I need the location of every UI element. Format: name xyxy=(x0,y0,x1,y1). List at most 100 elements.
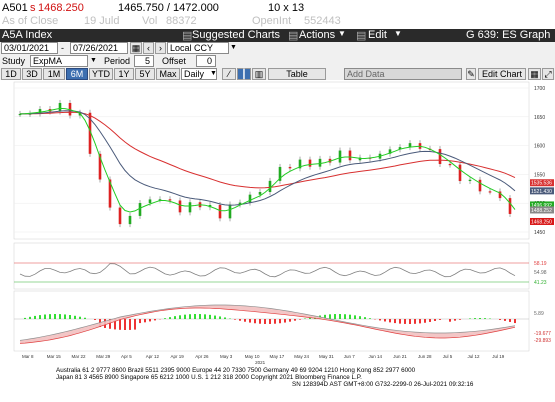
footer-line-2: Japan 81 3 4565 8900 Singapore 65 6212 1… xyxy=(56,374,362,381)
macd-bar xyxy=(174,316,176,319)
candle xyxy=(139,203,142,216)
period-input[interactable]: 5 xyxy=(134,55,154,67)
period-label: Period xyxy=(104,55,130,67)
price-pane xyxy=(14,82,529,239)
study-select[interactable]: ExpMA xyxy=(30,55,88,67)
candle xyxy=(439,149,442,164)
line-chart-icon[interactable]: ⁄ xyxy=(222,68,236,80)
x-year-label: 2021 xyxy=(255,360,266,365)
macd-tick-label: -29.893 xyxy=(534,338,551,344)
range-1m-button[interactable]: 1M xyxy=(43,68,65,80)
last-price: 1468.250 xyxy=(38,2,84,14)
open-interest-label: OpenInt xyxy=(252,15,291,27)
candle xyxy=(229,204,232,218)
macd-bar xyxy=(389,319,391,322)
macd-bar xyxy=(179,315,181,319)
actions-menu[interactable]: Actions xyxy=(299,29,335,41)
macd-bar xyxy=(94,319,96,320)
macd-bar xyxy=(254,319,256,323)
x-tick-label: Jun 28 xyxy=(418,354,432,359)
edit-chart-button[interactable]: Edit Chart xyxy=(478,68,526,80)
bid-ask-range: 1465.750 / 1472.000 xyxy=(118,2,219,14)
end-date-input[interactable]: 07/26/2021 xyxy=(70,42,128,54)
candle xyxy=(249,195,252,203)
macd-bar xyxy=(439,319,441,320)
candle xyxy=(349,151,352,161)
macd-bar xyxy=(434,319,436,321)
macd-bar xyxy=(119,319,121,330)
range-3d-button[interactable]: 3D xyxy=(22,68,42,80)
range-1d-button[interactable]: 1D xyxy=(1,68,21,80)
suggested-charts-button[interactable]: Suggested Charts xyxy=(192,29,280,41)
quote-header: A501 s 1468.250 1465.750 / 1472.000 10 x… xyxy=(0,0,555,30)
macd-bar xyxy=(334,314,336,319)
x-tick-label: Jun 7 xyxy=(344,354,356,359)
edit-menu[interactable]: Edit xyxy=(368,29,387,41)
macd-bar xyxy=(129,319,131,330)
offset-label: Offset xyxy=(162,55,186,67)
range-5y-button[interactable]: 5Y xyxy=(135,68,155,80)
macd-bar xyxy=(139,319,141,323)
y-tick-label: 1600 xyxy=(534,144,545,150)
macd-bar xyxy=(349,315,351,319)
currency-select[interactable]: Local CCY xyxy=(167,42,229,54)
macd-bar xyxy=(169,317,171,319)
candle xyxy=(119,208,122,225)
security-name[interactable]: A5A Index xyxy=(2,29,52,41)
macd-bar xyxy=(294,319,296,321)
scroll-left-icon[interactable]: ‹ xyxy=(143,42,154,54)
x-tick-label: Mar 15 xyxy=(47,354,62,359)
macd-bar xyxy=(54,314,56,319)
macd-bar xyxy=(484,318,486,319)
date-row: 03/01/2021 - 07/26/2021 ▦ ‹ › Local CCY … xyxy=(0,42,555,55)
osc-tick-label: 58.19 xyxy=(534,261,547,267)
range-ytd-button[interactable]: YTD xyxy=(89,68,113,80)
macd-bar xyxy=(394,319,396,323)
chart-panel: 170016501600155015001450 1535.5361521.43… xyxy=(0,80,555,400)
macd-bar xyxy=(289,319,291,322)
x-tick-label: Apr 12 xyxy=(146,354,160,359)
macd-bar xyxy=(79,317,81,319)
range-1y-button[interactable]: 1Y xyxy=(114,68,134,80)
price-chart[interactable]: 170016501600155015001450 1535.5361521.43… xyxy=(0,80,555,400)
macd-bar xyxy=(199,314,201,319)
edit-chart-icon[interactable]: ✎ xyxy=(466,68,476,80)
macd-bar xyxy=(164,318,166,319)
grid-icon[interactable]: ▦ xyxy=(528,68,541,80)
macd-bar xyxy=(74,316,76,319)
bar-chart-icon[interactable]: ▥ xyxy=(252,68,266,80)
x-tick-label: May 10 xyxy=(245,354,260,359)
macd-bar xyxy=(64,314,66,319)
price-tag-label: 1468.250 xyxy=(531,219,552,225)
macd-bar xyxy=(149,319,151,321)
y-tick-label: 1550 xyxy=(534,172,545,178)
scroll-right-icon[interactable]: › xyxy=(155,42,166,54)
add-data-input[interactable]: Add Data xyxy=(344,68,462,80)
candle xyxy=(319,159,322,167)
calendar-icon[interactable]: ▦ xyxy=(130,42,142,54)
title-bar: A5A Index ▤ Suggested Charts ▤ Actions ▼… xyxy=(0,29,555,42)
volume-value: 88372 xyxy=(166,15,197,27)
asof-date: 19 Juld xyxy=(84,15,119,27)
open-interest-value: 552443 xyxy=(304,15,341,27)
y-tick-label: 1700 xyxy=(534,86,545,92)
suggested-icon: ▤ xyxy=(182,29,192,42)
table-button[interactable]: Table xyxy=(268,68,326,80)
expand-icon[interactable]: ⤢ xyxy=(542,68,554,80)
x-tick-label: Jul 5 xyxy=(443,354,453,359)
candle xyxy=(479,180,482,192)
osc-tick-label: 54.98 xyxy=(534,270,547,276)
macd-bar xyxy=(269,319,271,324)
candle-chart-icon[interactable]: ┃ xyxy=(237,68,251,80)
macd-bar xyxy=(299,319,301,320)
range-6m-button[interactable]: 6M xyxy=(66,68,88,80)
macd-bar xyxy=(449,319,451,322)
y-tick-label: 1650 xyxy=(534,115,545,121)
offset-input[interactable]: 0 xyxy=(196,55,216,67)
price-tag-label: 1488.252 xyxy=(531,208,552,214)
range-max-button[interactable]: Max xyxy=(156,68,180,80)
candle xyxy=(469,180,472,181)
macd-bar xyxy=(194,314,196,319)
y-tick-label: 1450 xyxy=(534,230,545,236)
start-date-input[interactable]: 03/01/2021 xyxy=(1,42,58,54)
